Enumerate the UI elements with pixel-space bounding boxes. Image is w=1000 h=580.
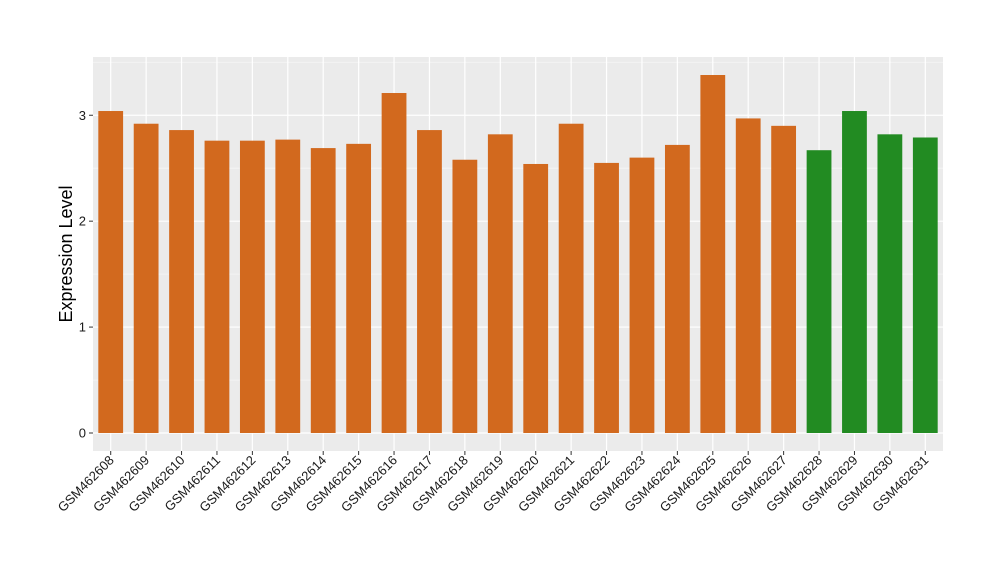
bar-gsm462618 [452, 159, 478, 433]
bar-gsm462625 [700, 75, 726, 433]
bar-gsm462619 [487, 134, 513, 433]
bar-gsm462630 [877, 134, 903, 433]
y-tick-label: 3 [79, 108, 86, 123]
y-axis: 0 1 2 3 [79, 108, 93, 440]
plot-panel [93, 57, 943, 451]
bar-gsm462622 [594, 162, 619, 433]
y-tick-label: 2 [79, 214, 86, 229]
bar-gsm462620 [523, 163, 549, 433]
bar-series [98, 75, 938, 433]
y-tick-label: 0 [79, 425, 86, 440]
y-axis-title: Expression Level [56, 185, 76, 322]
bar-gsm462623 [629, 157, 655, 433]
bar-gsm462629 [842, 111, 867, 433]
bar-gsm462609 [133, 123, 159, 433]
y-tick-label: 1 [79, 320, 86, 335]
bar-gsm462616 [381, 93, 407, 433]
x-axis: GSM462608GSM462609GSM462610GSM462611GSM4… [55, 451, 931, 515]
bar-gsm462610 [169, 130, 194, 433]
bar-gsm462617 [417, 130, 442, 433]
bar-gsm462628 [806, 150, 832, 433]
bar-gsm462624 [664, 144, 690, 433]
bar-gsm462626 [735, 118, 761, 433]
bar-gsm462608 [98, 111, 124, 433]
bar-gsm462627 [771, 125, 797, 433]
bar-gsm462631 [912, 137, 938, 433]
bar-gsm462615 [346, 143, 372, 433]
bar-gsm462613 [275, 139, 301, 433]
bar-gsm462614 [310, 148, 336, 433]
minor-gridlines [93, 61, 943, 381]
bar-gsm462621 [558, 123, 584, 433]
bar-gsm462612 [239, 140, 265, 433]
bar-gsm462611 [204, 140, 230, 433]
